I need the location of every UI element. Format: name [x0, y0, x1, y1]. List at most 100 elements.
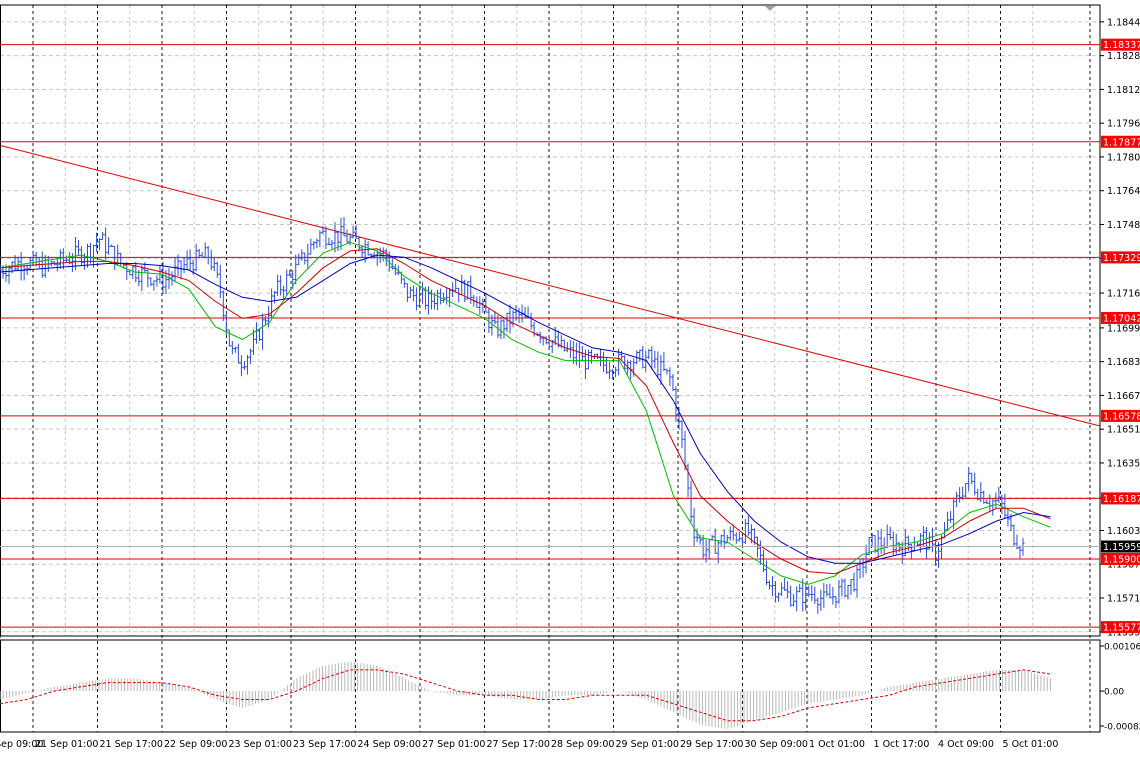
- price-bar: [804, 584, 808, 611]
- level-label: 1.17329: [1103, 253, 1140, 264]
- shift-marker-icon[interactable]: [765, 6, 775, 11]
- price-bar: [1000, 494, 1004, 514]
- price-bar: [264, 316, 268, 325]
- price-bar: [436, 289, 440, 311]
- trendline[interactable]: [0, 144, 1101, 427]
- price-bar: [95, 232, 99, 252]
- price-bar: [0, 263, 2, 272]
- price-bar: [740, 536, 744, 546]
- price-bar: [623, 355, 627, 371]
- price-bar: [550, 340, 554, 353]
- price-bar: [795, 586, 799, 612]
- price-bar: [357, 237, 361, 252]
- price-bar: [342, 217, 346, 237]
- price-bar: [315, 238, 319, 249]
- price-bar: [964, 483, 968, 498]
- price-bar: [197, 248, 201, 258]
- price-bar: [967, 467, 971, 492]
- price-bar: [843, 578, 847, 598]
- price-bar: [641, 345, 645, 369]
- price-bar: [668, 367, 672, 387]
- price-bar: [961, 486, 965, 500]
- price-bar: [13, 255, 17, 271]
- time-tick-label: 5 Oct 01:00: [1003, 739, 1059, 750]
- price-bar: [420, 281, 424, 304]
- price-bar: [448, 287, 452, 308]
- price-bar: [194, 243, 198, 272]
- level-label: 1.16578: [1103, 411, 1140, 422]
- price-bar: [16, 256, 20, 271]
- price-bar: [414, 287, 418, 311]
- price-bar: [786, 581, 790, 599]
- price-tick-label: 1.17645: [1107, 186, 1140, 197]
- price-bar: [647, 348, 651, 360]
- price-bar: [185, 250, 189, 271]
- price-bar: [737, 532, 741, 542]
- price-bar: [614, 366, 618, 378]
- price-bar: [704, 539, 708, 563]
- price-bar: [227, 329, 231, 347]
- price-tick-label: 1.18285: [1107, 51, 1140, 62]
- price-bar: [327, 237, 331, 246]
- price-bar: [496, 314, 500, 339]
- price-bar: [849, 579, 853, 595]
- price-tick-label: 1.16035: [1107, 526, 1140, 537]
- price-bar: [771, 575, 775, 597]
- price-bar: [982, 490, 986, 504]
- price-bar: [345, 229, 349, 243]
- price-bar: [686, 464, 690, 497]
- price-bar: [502, 317, 506, 339]
- price-bar: [131, 265, 135, 279]
- time-tick-label: 23 Sep 01:00: [229, 739, 292, 750]
- price-bar: [813, 586, 817, 604]
- price-bar: [375, 249, 379, 266]
- level-label: 1.18337: [1103, 40, 1140, 51]
- price-bar: [188, 249, 192, 272]
- price-bar: [405, 283, 409, 303]
- level-label: 1.17042: [1103, 313, 1140, 324]
- time-tick-label: 21 Sep 01:00: [35, 739, 98, 750]
- price-bar: [538, 331, 542, 344]
- price-bar: [200, 252, 204, 258]
- price-bar: [970, 472, 974, 485]
- oscillator-frame: [0, 639, 1101, 733]
- level-label-box: [1101, 135, 1140, 148]
- level-label-box: [1101, 409, 1140, 422]
- price-bar: [487, 308, 491, 333]
- price-bar: [731, 524, 735, 541]
- time-tick-label: 1 Oct 01:00: [809, 739, 865, 750]
- price-bar: [816, 597, 820, 614]
- price-bar: [734, 532, 738, 544]
- price-bar: [876, 530, 880, 559]
- price-tick-label: 1.17160: [1107, 289, 1140, 300]
- current-price-box: [1101, 540, 1140, 553]
- price-bar: [285, 269, 289, 296]
- price-bar: [979, 482, 983, 503]
- time-tick-label: 30 Sep 09:00: [745, 739, 808, 750]
- price-bar: [218, 264, 222, 299]
- price-bar: [309, 238, 313, 255]
- price-bar: [940, 534, 944, 560]
- price-bar: [728, 526, 732, 541]
- price-bar: [493, 311, 497, 325]
- price-bar: [638, 349, 642, 362]
- price-bar: [547, 336, 551, 351]
- price-bar: [242, 361, 246, 371]
- price-bar: [846, 584, 850, 600]
- price-bar: [433, 292, 437, 310]
- price-bar: [840, 578, 844, 597]
- price-bar: [973, 472, 977, 496]
- price-bar: [149, 277, 153, 287]
- price-bar: [276, 274, 280, 296]
- price-bar: [445, 287, 449, 305]
- price-bar: [300, 249, 304, 261]
- price-bar: [671, 373, 675, 392]
- price-bar: [544, 336, 548, 345]
- level-label-box: [1101, 492, 1140, 505]
- oscillator-tick-label: 0.00: [1104, 688, 1124, 698]
- time-tick-label: 22 Sep 09:00: [164, 739, 227, 750]
- price-bar: [822, 583, 826, 608]
- price-bar: [828, 583, 832, 599]
- price-bar: [695, 528, 699, 543]
